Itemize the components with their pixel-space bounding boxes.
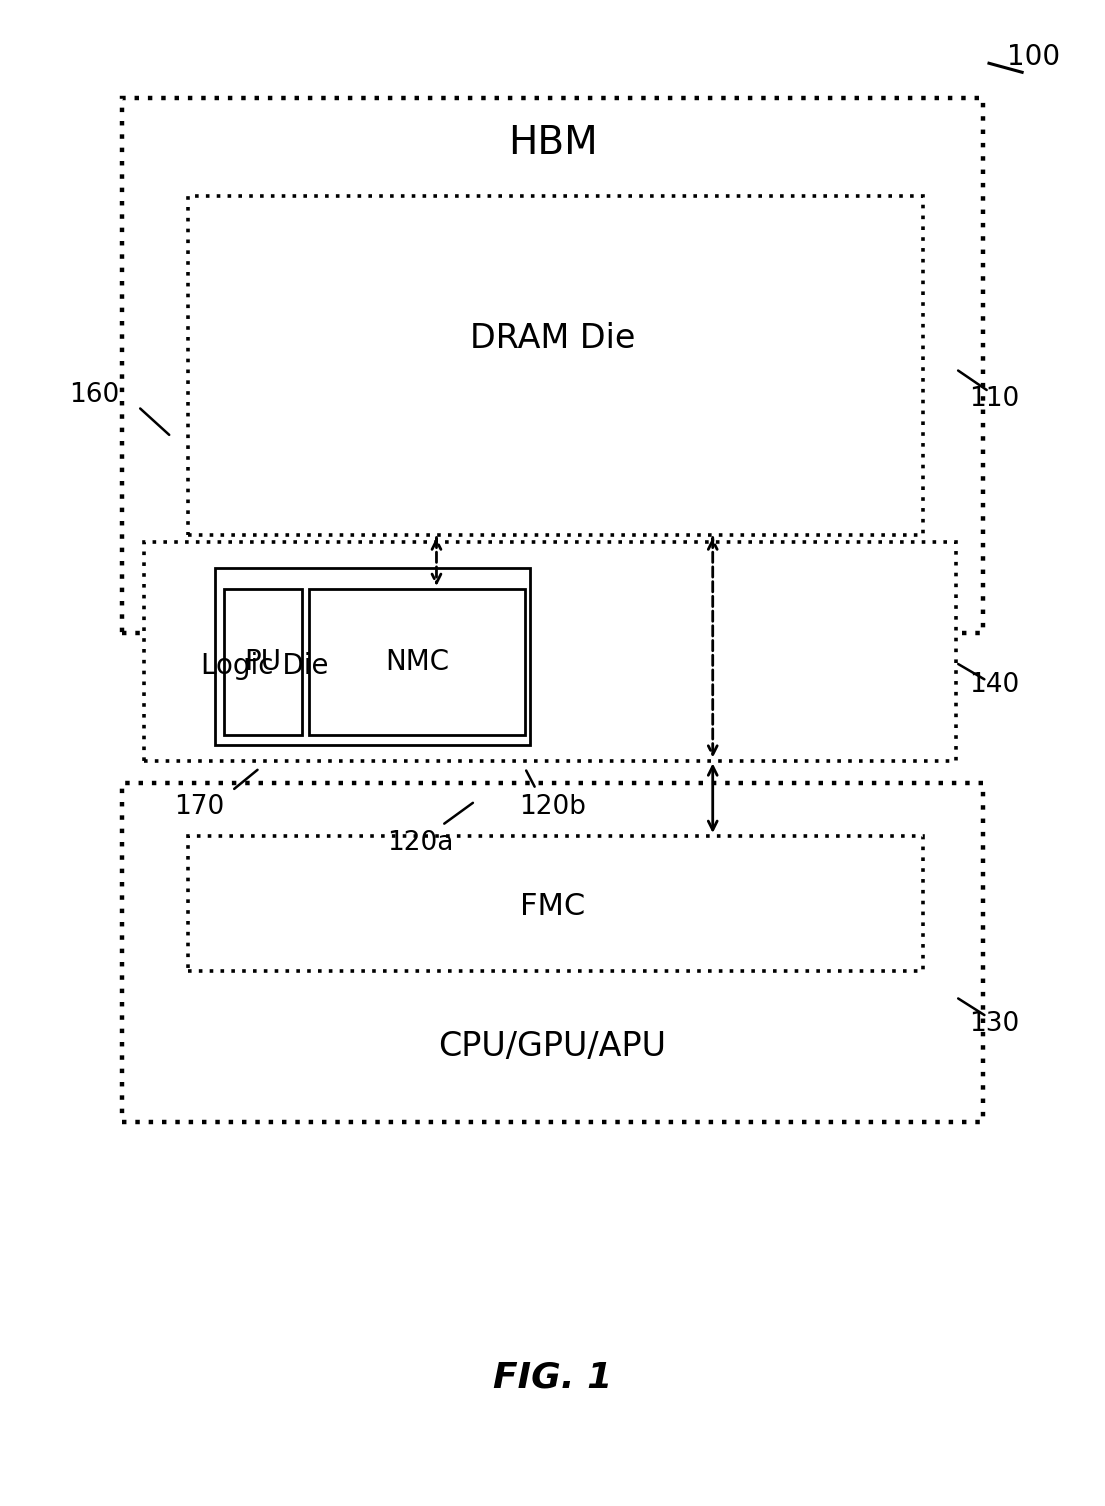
Text: 110: 110 — [969, 386, 1020, 413]
Text: 120a: 120a — [387, 830, 453, 857]
Text: CPU/GPU/APU: CPU/GPU/APU — [439, 1030, 666, 1063]
Text: 130: 130 — [969, 1011, 1020, 1038]
Text: FIG. 1: FIG. 1 — [493, 1361, 612, 1395]
Bar — [144, 542, 956, 761]
Text: 160: 160 — [69, 381, 119, 408]
Bar — [122, 98, 983, 633]
Text: Logic Die: Logic Die — [201, 652, 329, 679]
Text: 100: 100 — [1007, 44, 1060, 71]
Text: 170: 170 — [173, 794, 224, 821]
Bar — [224, 589, 302, 735]
Text: 120b: 120b — [519, 794, 586, 821]
Text: 140: 140 — [969, 672, 1020, 699]
Text: DRAM Die: DRAM Die — [470, 322, 635, 355]
Bar — [188, 196, 923, 535]
Text: NMC: NMC — [385, 648, 450, 676]
Text: FMC: FMC — [519, 892, 586, 922]
Bar — [215, 568, 530, 745]
Bar — [122, 783, 983, 1122]
Text: HBM: HBM — [507, 123, 598, 163]
Bar — [309, 589, 525, 735]
Text: PU: PU — [244, 648, 282, 676]
Bar — [188, 836, 923, 971]
